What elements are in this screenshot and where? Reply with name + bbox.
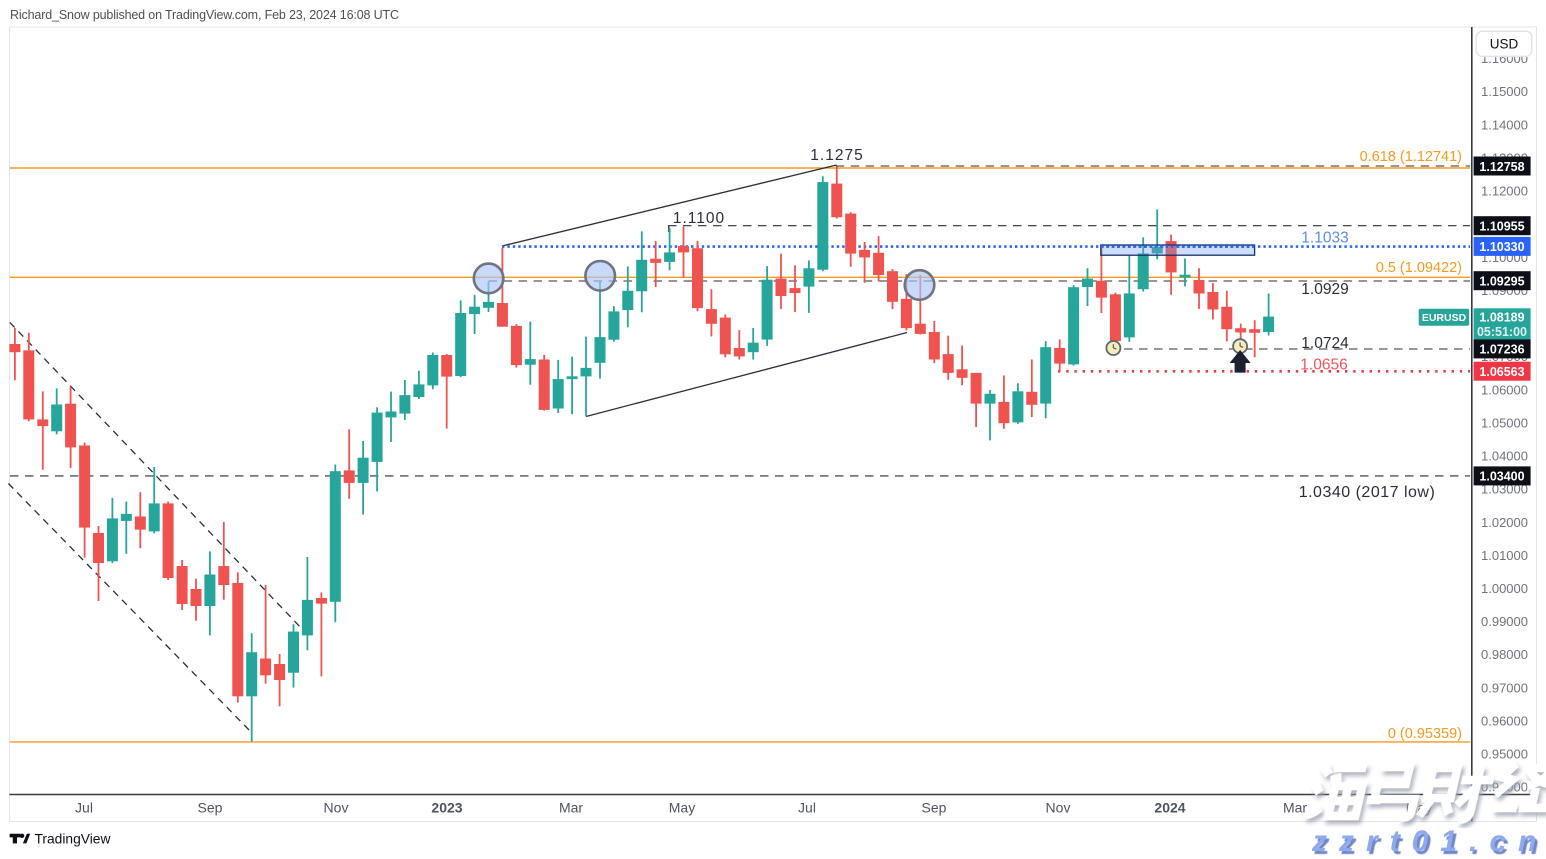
svg-text:1.07236: 1.07236 (1479, 343, 1524, 357)
svg-text:Nov: Nov (324, 800, 349, 816)
svg-text:1.09295: 1.09295 (1479, 275, 1524, 289)
svg-text:1.0656: 1.0656 (1300, 357, 1347, 374)
svg-text:1.0929: 1.0929 (1301, 281, 1348, 298)
svg-text:EURUSD: EURUSD (1422, 312, 1467, 324)
svg-text:0.97000: 0.97000 (1481, 680, 1528, 695)
svg-text:Mar: Mar (1283, 800, 1307, 816)
svg-text:0.98000: 0.98000 (1481, 647, 1528, 662)
svg-text:1.12000: 1.12000 (1481, 184, 1528, 199)
svg-text:TradingView: TradingView (35, 832, 111, 847)
svg-text:Nov: Nov (1046, 800, 1071, 816)
svg-text:0.96000: 0.96000 (1481, 714, 1528, 729)
svg-text:Sep: Sep (198, 800, 223, 816)
svg-text:1.0340 (2017 low): 1.0340 (2017 low) (1299, 484, 1436, 501)
svg-text:1.05000: 1.05000 (1481, 415, 1528, 430)
svg-text:0.5 (1.09422): 0.5 (1.09422) (1376, 260, 1462, 276)
svg-text:05:51:00: 05:51:00 (1477, 325, 1527, 339)
svg-text:0.618 (1.12741): 0.618 (1.12741) (1360, 149, 1462, 165)
svg-text:1.06563: 1.06563 (1479, 365, 1524, 379)
svg-text:1.1033: 1.1033 (1301, 230, 1348, 247)
svg-text:USD: USD (1490, 37, 1519, 52)
svg-text:2024: 2024 (1154, 800, 1185, 816)
svg-text:2023: 2023 (431, 800, 462, 816)
svg-text:1.01000: 1.01000 (1481, 548, 1528, 563)
svg-text:1.10955: 1.10955 (1479, 220, 1524, 234)
svg-text:0.99000: 0.99000 (1481, 614, 1528, 629)
svg-text:1.03400: 1.03400 (1479, 470, 1524, 484)
svg-text:Mar: Mar (559, 800, 583, 816)
svg-text:1.1275: 1.1275 (810, 147, 863, 164)
svg-text:1.08189: 1.08189 (1479, 310, 1524, 324)
svg-text:0.95000: 0.95000 (1481, 747, 1528, 762)
svg-text:1.15000: 1.15000 (1481, 84, 1528, 99)
svg-text:1.1100: 1.1100 (673, 210, 725, 227)
svg-text:1.02000: 1.02000 (1481, 515, 1528, 530)
svg-text:1.0724: 1.0724 (1301, 335, 1349, 352)
svg-text:1.06000: 1.06000 (1481, 382, 1528, 397)
svg-text:1.14000: 1.14000 (1481, 117, 1528, 132)
svg-text:1.12758: 1.12758 (1479, 160, 1524, 174)
svg-text:1.10330: 1.10330 (1479, 240, 1524, 254)
svg-text:1.04000: 1.04000 (1481, 449, 1528, 464)
svg-text:Jul: Jul (75, 800, 93, 816)
svg-text:Sep: Sep (922, 800, 947, 816)
svg-text:1.00000: 1.00000 (1481, 581, 1528, 596)
svg-text:May: May (669, 800, 695, 816)
svg-text:Jul: Jul (798, 800, 816, 816)
svg-text:0 (0.95359): 0 (0.95359) (1388, 726, 1462, 742)
